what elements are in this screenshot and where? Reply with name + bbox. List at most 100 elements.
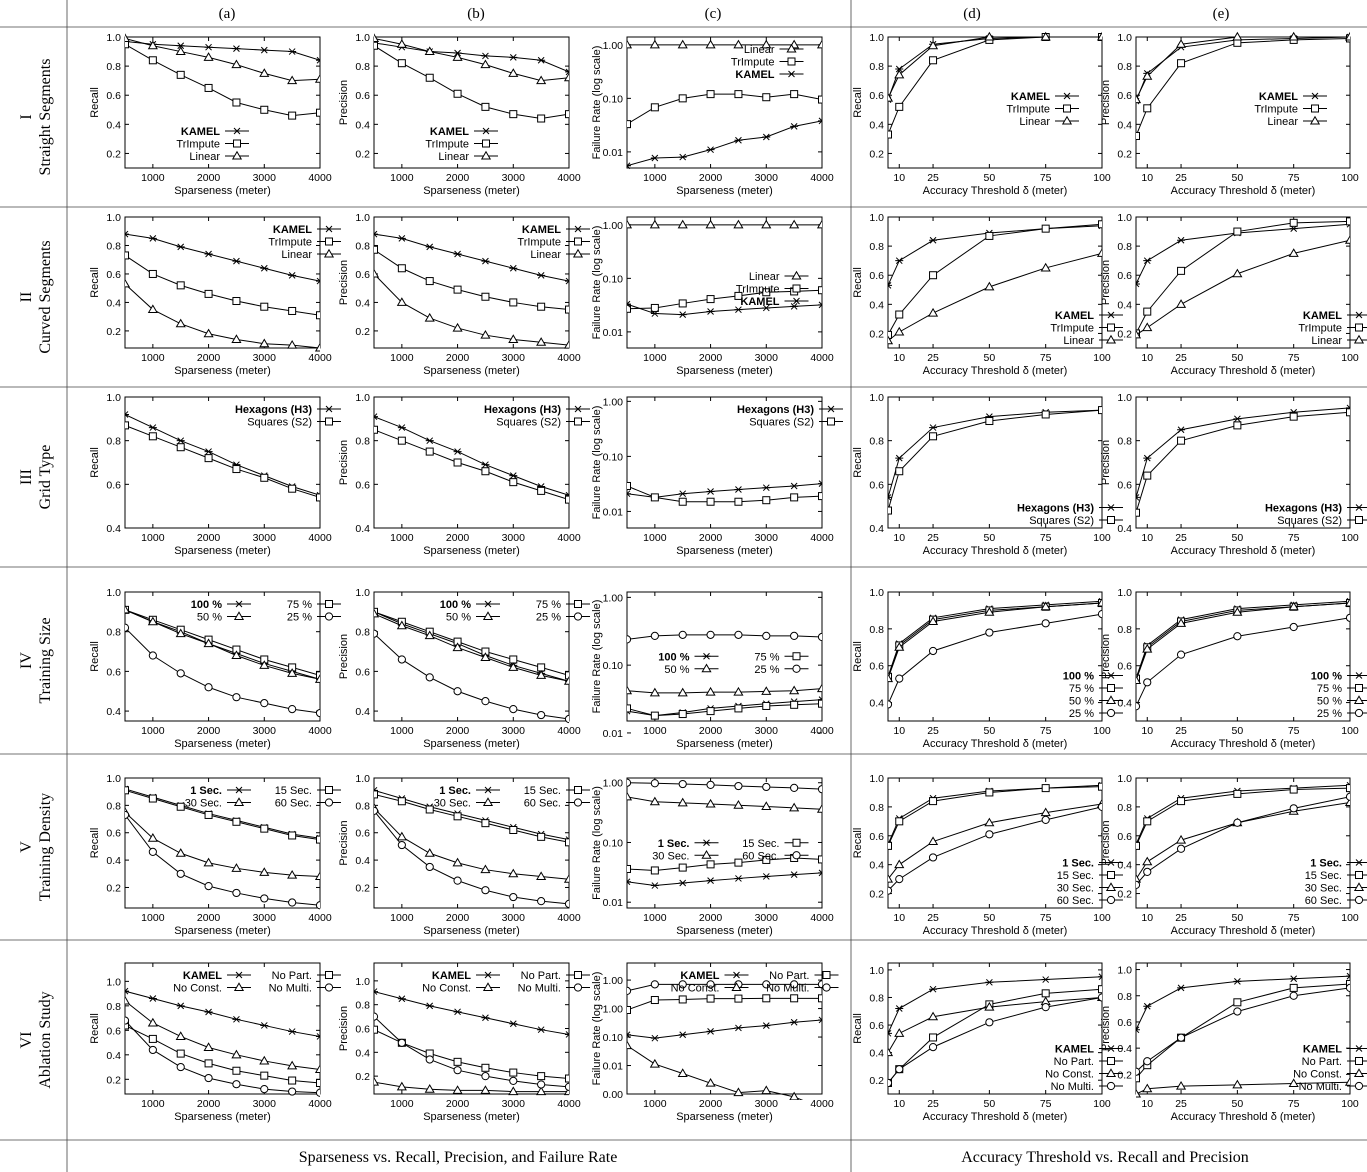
marker-triangle bbox=[1309, 115, 1321, 125]
y-tick-label: 0.4 bbox=[106, 297, 121, 309]
series-line bbox=[125, 814, 320, 906]
y-axis-label: Recall bbox=[852, 828, 864, 859]
marker-star bbox=[565, 277, 569, 285]
legend: 100 % 75 % 50 % 25 % bbox=[191, 599, 341, 624]
marker-star bbox=[1355, 311, 1363, 319]
marker-star bbox=[895, 454, 904, 462]
y-tick-label: 1.0 bbox=[106, 587, 121, 599]
series-15-sec- bbox=[125, 786, 320, 844]
marker-square bbox=[929, 1033, 938, 1042]
y-tick-label: 0.4 bbox=[355, 297, 370, 309]
marker-square bbox=[260, 105, 269, 114]
marker-square bbox=[176, 802, 185, 811]
legend-label: Linear bbox=[1267, 116, 1298, 128]
y-tick-label: 0.8 bbox=[355, 1000, 370, 1012]
marker-circle bbox=[481, 697, 490, 706]
y-axis-label: Recall bbox=[852, 447, 864, 478]
row-label-number: VI bbox=[18, 1032, 35, 1049]
marker-star bbox=[787, 70, 796, 78]
y-tick-label: 0.2 bbox=[106, 882, 121, 894]
marker-star bbox=[374, 230, 378, 238]
marker-square bbox=[397, 797, 406, 806]
marker-square bbox=[1289, 218, 1298, 227]
legend-label: 60 Sec. bbox=[524, 798, 561, 810]
marker-circle bbox=[176, 869, 185, 878]
y-tick-label: 0.2 bbox=[1117, 328, 1132, 340]
y-axis-label: Failure Rate (log scale) bbox=[591, 406, 603, 520]
marker-triangle bbox=[705, 798, 716, 808]
footer-threshold: Accuracy Threshold vs. Recall and Precis… bbox=[961, 1149, 1249, 1166]
marker-circle bbox=[564, 899, 569, 908]
marker-triangle bbox=[761, 219, 772, 229]
marker-triangle bbox=[888, 335, 894, 345]
y-tick-label: 1.00 bbox=[603, 396, 624, 408]
marker-star bbox=[1107, 672, 1115, 679]
marker-triangle bbox=[396, 39, 407, 48]
marker-triangle bbox=[627, 39, 633, 49]
series-line bbox=[888, 36, 1102, 135]
column-header-e: (e) bbox=[1213, 6, 1230, 22]
marker-star bbox=[374, 988, 378, 995]
x-tick-label: 100 bbox=[1341, 1098, 1359, 1110]
marker-triangle bbox=[816, 804, 822, 813]
marker-circle bbox=[817, 980, 822, 989]
chart-IV-b: 1000 2000 3000 4000 0.4 0.6 0.8 1.0 Sparseness (… bbox=[338, 587, 590, 750]
marker-circle bbox=[1354, 895, 1364, 905]
x-tick-label: 75 bbox=[1288, 1098, 1300, 1110]
marker-square bbox=[627, 120, 631, 129]
x-tick-label: 1000 bbox=[390, 912, 414, 924]
marker-triangle bbox=[231, 863, 242, 872]
marker-square bbox=[1107, 1057, 1115, 1065]
marker-triangle bbox=[203, 328, 214, 338]
series-kamel bbox=[374, 230, 569, 285]
marker-triangle bbox=[894, 69, 905, 79]
marker-triangle bbox=[816, 683, 822, 693]
legend-label: 15 Sec. bbox=[1057, 870, 1094, 882]
marker-triangle bbox=[1175, 618, 1187, 627]
marker-square bbox=[734, 497, 743, 506]
plot-frame bbox=[1135, 216, 1351, 349]
marker-square bbox=[509, 1068, 518, 1077]
legend: 1 Sec. 15 Sec. 30 Sec. 60 Sec. bbox=[652, 838, 809, 862]
legend-label: Linear bbox=[1063, 335, 1094, 347]
marker-square bbox=[1355, 871, 1363, 879]
series-line bbox=[125, 43, 320, 117]
marker-star bbox=[537, 56, 546, 64]
x-tick-label: 50 bbox=[1232, 172, 1244, 184]
marker-square bbox=[1098, 985, 1102, 994]
series-line bbox=[125, 609, 320, 680]
series-100- bbox=[1136, 597, 1350, 682]
series-50- bbox=[374, 608, 569, 685]
chart-V-c: 1000 2000 3000 4000 0.01 0.10 1.00 Sparseness (… bbox=[591, 777, 834, 937]
x-tick-label: 25 bbox=[1175, 912, 1187, 924]
marker-star bbox=[204, 448, 213, 455]
marker-square bbox=[818, 286, 822, 295]
marker-star bbox=[650, 1034, 659, 1042]
marker-circle bbox=[1097, 610, 1102, 619]
x-tick-label: 75 bbox=[1040, 912, 1052, 924]
x-tick-label: 100 bbox=[1093, 725, 1111, 737]
series-30-sec- bbox=[374, 802, 569, 883]
y-tick-label: 1.00 bbox=[603, 975, 624, 987]
x-tick-label: 4000 bbox=[308, 532, 332, 544]
marker-circle bbox=[204, 683, 213, 692]
marker-circle bbox=[706, 980, 715, 989]
chart-III-b: 1000 2000 3000 4000 0.4 0.6 0.8 1.0 Sparseness (… bbox=[338, 392, 590, 557]
marker-square bbox=[1311, 104, 1319, 113]
marker-star bbox=[288, 1028, 297, 1035]
y-tick-label: 0.4 bbox=[869, 119, 884, 131]
marker-triangle bbox=[259, 867, 270, 876]
legend: 100 % 75 % 50 % 25 % bbox=[440, 599, 590, 624]
marker-square bbox=[790, 994, 799, 1003]
series-line bbox=[888, 225, 1102, 286]
y-tick-label: 0.6 bbox=[106, 90, 121, 102]
y-tick-label: 0.6 bbox=[1117, 479, 1132, 491]
x-tick-label: 1000 bbox=[390, 1098, 414, 1110]
marker-square bbox=[895, 817, 904, 826]
marker-square bbox=[316, 1078, 320, 1087]
series-25- bbox=[888, 610, 1102, 709]
x-tick-label: 100 bbox=[1341, 352, 1359, 364]
y-tick-label: 1.0 bbox=[355, 587, 370, 599]
series-line bbox=[1136, 602, 1350, 681]
